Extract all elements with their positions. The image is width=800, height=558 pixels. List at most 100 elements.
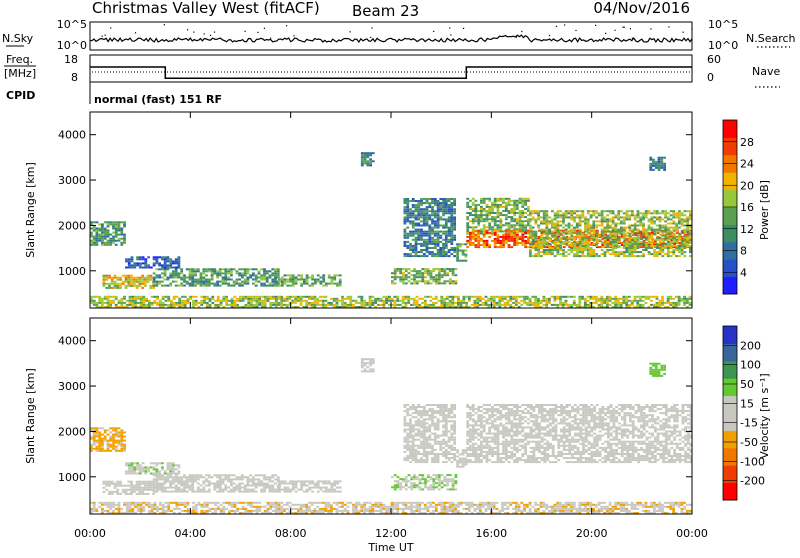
power-cell [202, 270, 205, 272]
power-cell [364, 154, 367, 156]
power-cell [364, 156, 367, 158]
power-cell [483, 234, 486, 236]
power-cell [480, 233, 483, 235]
power-cell [595, 231, 598, 233]
power-cell [546, 231, 549, 233]
power-cell [515, 300, 518, 302]
power-cell [513, 206, 516, 208]
power-cell [663, 157, 666, 159]
power-cell [419, 270, 422, 272]
nave-dot [665, 72, 666, 73]
power-cell [488, 212, 491, 214]
power-cell [573, 304, 576, 306]
power-cell [516, 212, 519, 214]
power-cell [475, 220, 478, 222]
power-cell [660, 159, 663, 161]
power-cell [103, 281, 106, 283]
velocity-cell [222, 483, 225, 485]
power-cell [98, 234, 101, 236]
power-cell [686, 241, 689, 243]
power-cell [116, 287, 119, 289]
nave-dot [182, 72, 183, 73]
power-cell [648, 237, 651, 239]
power-cell [656, 304, 659, 306]
power-cell [202, 272, 205, 274]
power-cell [445, 243, 448, 245]
power-cell [469, 234, 472, 236]
power-cell [510, 208, 513, 210]
power-cell [595, 302, 598, 304]
power-cell [402, 276, 405, 278]
power-cell [420, 204, 423, 206]
power-cell [211, 302, 214, 304]
power-cell [213, 285, 216, 287]
power-cell [548, 249, 551, 251]
power-cell [581, 245, 584, 247]
velocity-cell [244, 476, 247, 478]
power-cell [271, 283, 274, 285]
power-cell [434, 255, 437, 257]
power-cell [559, 210, 562, 212]
velocity-cell [274, 489, 277, 491]
power-cell [535, 239, 538, 241]
power-cell [443, 270, 446, 272]
power-cell [435, 296, 438, 298]
power-cell [540, 239, 543, 241]
power-cell [670, 237, 673, 239]
nave-dot [362, 72, 363, 73]
power-cell [663, 169, 666, 171]
power-cell [562, 255, 565, 257]
power-cell [675, 214, 678, 216]
power-cell [579, 241, 582, 243]
power-cell [413, 276, 416, 278]
power-cell [423, 218, 426, 220]
power-cell [483, 246, 486, 248]
power-cell [486, 198, 489, 200]
power-cell [689, 227, 692, 229]
power-cell [98, 238, 101, 240]
velocity-cell [105, 481, 108, 483]
power-cell [173, 304, 176, 306]
power-cell [477, 230, 480, 232]
power-cell [233, 281, 236, 283]
velocity-cell [180, 491, 183, 493]
velocity-cell [112, 442, 115, 444]
velocity-cell [119, 493, 122, 495]
velocity-cell [241, 491, 244, 493]
power-cell [579, 243, 582, 245]
power-cell [244, 268, 247, 270]
velocity-cell [172, 491, 175, 493]
power-cell [133, 277, 136, 279]
power-cell [493, 302, 496, 304]
power-cell [617, 231, 620, 233]
power-cell [606, 231, 609, 233]
power-cell [311, 302, 314, 304]
power-cell [391, 280, 394, 282]
velocity-cell [311, 483, 314, 485]
power-cell [426, 208, 429, 210]
power-cell [164, 267, 167, 269]
power-cell [604, 216, 607, 218]
power-cell [277, 277, 280, 279]
power-cell [412, 214, 415, 216]
power-cell [587, 296, 590, 298]
power-cell [504, 304, 507, 306]
power-cell [205, 279, 208, 281]
power-cell [672, 251, 675, 253]
power-cell [653, 251, 656, 253]
velocity-cell [136, 464, 139, 466]
power-cell [423, 220, 426, 222]
power-cell [428, 216, 431, 218]
power-cell [505, 202, 508, 204]
velocity-cell [258, 480, 261, 482]
power-patch-8 [456, 243, 467, 261]
nave-dot [332, 72, 333, 73]
power-cell [664, 225, 667, 227]
power-cell [681, 247, 684, 249]
noise-search-dot [204, 33, 205, 34]
power-cell [642, 214, 645, 216]
velocity-cell [252, 478, 255, 480]
power-cell [275, 298, 278, 300]
power-cell [412, 210, 415, 212]
velocity-cell [144, 470, 147, 472]
